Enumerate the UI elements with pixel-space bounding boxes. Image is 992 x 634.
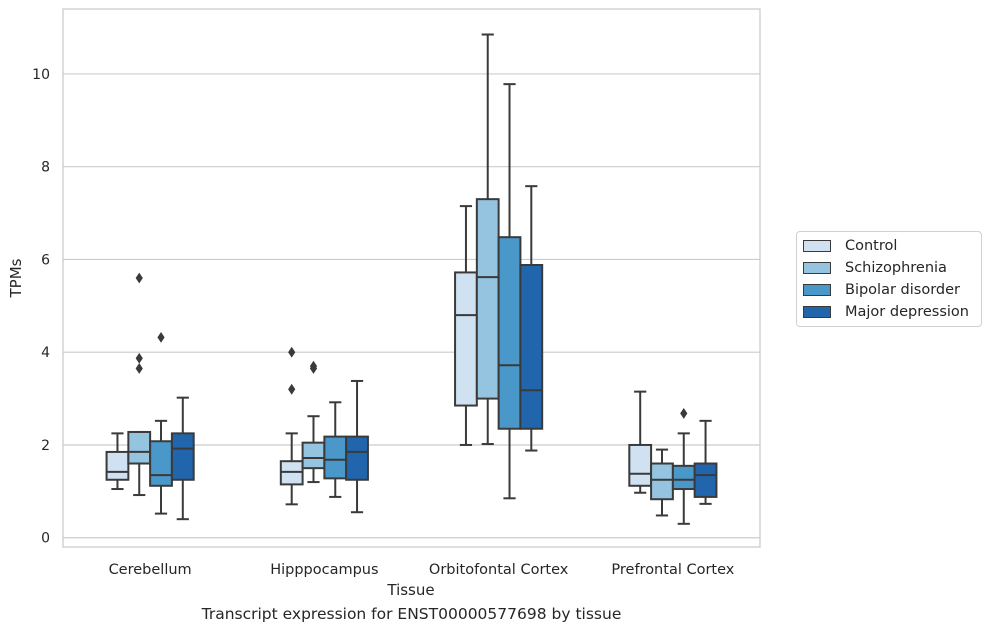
box-iqr (519, 264, 544, 430)
box-iqr (628, 443, 653, 487)
y-tick-label: 8 (41, 160, 50, 176)
legend-item-control: Control (803, 236, 897, 256)
legend-item-schizophrenia: Schizophrenia (803, 258, 947, 278)
outlier-point (135, 363, 143, 374)
x-tick-label: Cerebellum (109, 562, 192, 578)
y-tick-label: 10 (32, 67, 50, 83)
box-control (279, 346, 304, 506)
box-iqr (650, 462, 674, 501)
outlier-point (135, 272, 143, 284)
legend-swatch-schizophrenia (803, 262, 831, 274)
legend: Control Schizophrenia Bipolar disorder M… (796, 231, 982, 327)
box-iqr (105, 450, 130, 481)
x-tick-label: Hipppocampus (270, 562, 378, 578)
legend-label: Control (845, 238, 898, 254)
legend-swatch-control (803, 240, 831, 252)
outlier-point (680, 408, 688, 419)
x-axis-label: Tissue (386, 581, 434, 599)
x-tick-labels: Cerebellum Hipppocampus Orbitofontal Corte… (109, 562, 735, 578)
y-tick-label: 4 (41, 345, 50, 361)
box-iqr (497, 236, 522, 430)
box-bipolar-disorder (323, 401, 348, 498)
x-tick-label: Prefrontal Cortex (611, 562, 734, 578)
legend-label: Schizophrenia (845, 260, 947, 276)
box-control (105, 432, 130, 491)
outlier-point (288, 383, 296, 395)
plot-frame (62, 8, 761, 548)
box-iqr (149, 440, 173, 487)
box-major-depression (170, 396, 195, 521)
box-iqr (170, 432, 195, 481)
box-bipolar-disorder (497, 83, 522, 500)
box-iqr (323, 435, 348, 480)
legend-swatch-bipolar-disorder (803, 284, 831, 296)
box-major-depression (345, 379, 369, 514)
y-tick-label: 2 (41, 438, 50, 454)
outlier-point (309, 360, 318, 372)
box-iqr (454, 271, 478, 407)
outlier-point (288, 346, 296, 358)
box-major-depression (693, 419, 718, 505)
box-iqr (127, 430, 152, 465)
box-iqr (475, 198, 500, 400)
box-layer (105, 33, 718, 525)
outlier-point (157, 331, 165, 343)
figure-caption: Transcript expression for ENST0000057769… (201, 605, 622, 623)
outlier-point (135, 352, 143, 364)
box-iqr (345, 435, 369, 481)
box-iqr (671, 464, 696, 491)
box-iqr (301, 441, 326, 470)
y-tick-label: 6 (41, 252, 50, 268)
legend-label: Major depression (845, 304, 969, 320)
box-bipolar-disorder (149, 331, 173, 515)
y-tick-label: 0 (41, 531, 50, 547)
box-iqr (693, 462, 718, 498)
legend-swatch-major-depression (803, 306, 831, 318)
y-axis-label: TPMs (7, 258, 25, 298)
box-control (454, 205, 478, 446)
legend-item-bipolar-disorder: Bipolar disorder (803, 280, 960, 300)
box-major-depression (519, 185, 544, 452)
box-bipolar-disorder (671, 408, 696, 525)
legend-item-major-depression: Major depression (803, 302, 969, 322)
box-control (628, 390, 653, 494)
x-tick-label: Orbitofontal Cortex (429, 562, 569, 578)
y-tick-labels: 0 2 4 6 8 10 (32, 67, 50, 547)
legend-label: Bipolar disorder (845, 282, 960, 298)
